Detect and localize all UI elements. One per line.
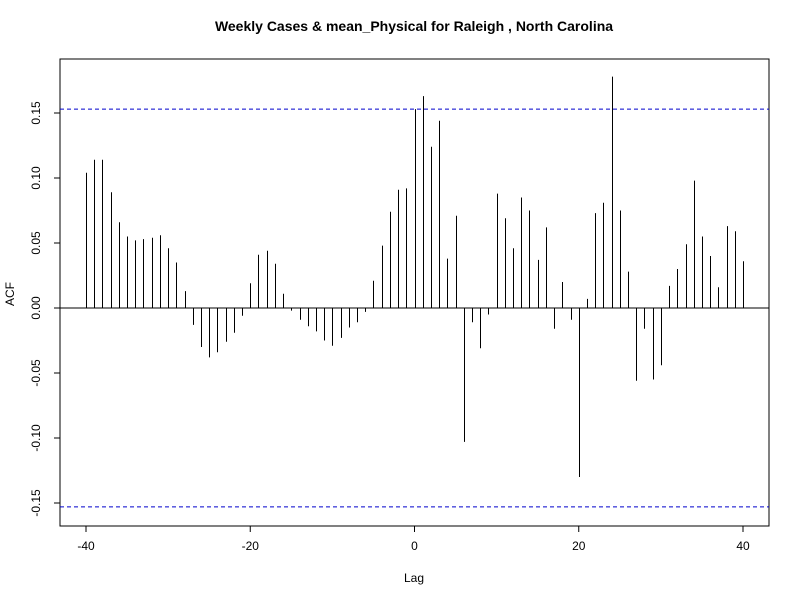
- y-tick-label-0: -0.15: [29, 489, 43, 517]
- chart-marks: -40 -20 0 20 40 -0.15 -0.10 -0.05 0.00 0.05 0.10 0.…: [29, 76, 769, 553]
- y-tick-label-4: 0.05: [29, 231, 43, 255]
- y-tick-label-1: -0.10: [29, 424, 43, 452]
- chart-title: Weekly Cases & mean_Physical for Raleigh…: [215, 18, 613, 34]
- y-tick-label-6: 0.15: [29, 101, 43, 125]
- y-axis-label: ACF: [3, 282, 17, 306]
- y-tick-label-5: 0.10: [29, 166, 43, 190]
- x-axis-label: Lag: [404, 571, 424, 585]
- x-tick-label-0: -40: [77, 539, 95, 553]
- x-tick-label-3: 20: [572, 539, 586, 553]
- x-tick-label-4: 40: [736, 539, 750, 553]
- y-tick-label-2: -0.05: [29, 359, 43, 387]
- x-tick-label-1: -20: [242, 539, 260, 553]
- y-tick-label-3: 0.00: [29, 296, 43, 320]
- x-tick-label-2: 0: [411, 539, 418, 553]
